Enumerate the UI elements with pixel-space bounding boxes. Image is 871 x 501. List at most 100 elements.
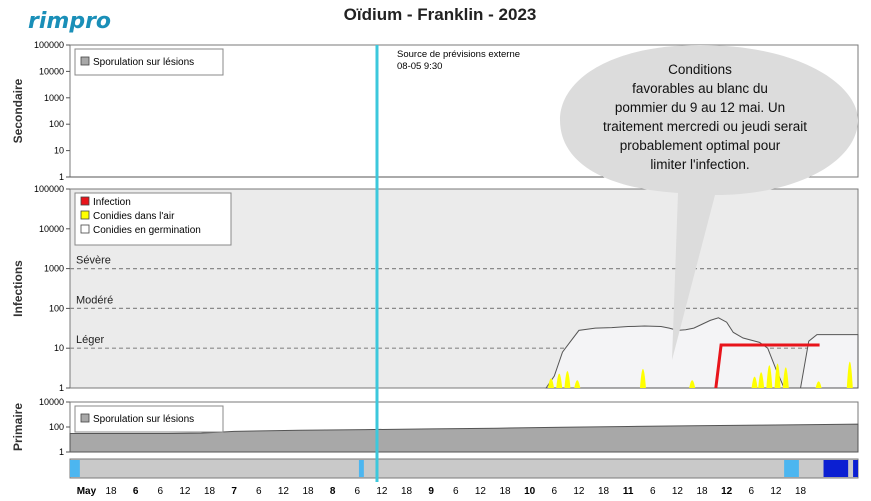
rimpro-logo: rimpro — [28, 9, 111, 34]
secondary-legend — [74, 48, 224, 76]
x-tick-label: 18 — [499, 486, 511, 497]
x-tick-label: 11 — [623, 486, 634, 497]
callout-line-4: traitement mercredi ou jeudi serait — [603, 119, 807, 134]
infections-legend-label: Infection — [93, 197, 131, 208]
secondary-ytick-label: 100 — [49, 119, 64, 129]
conidia-peak — [766, 365, 773, 388]
x-tick-label: 18 — [401, 486, 413, 497]
secondary-ytick-label: 10 — [54, 146, 64, 156]
x-tick-label: 12 — [278, 486, 290, 497]
x-tick-label: 6 — [749, 486, 755, 497]
callout-line-1: Conditions — [668, 62, 732, 77]
x-tick-label: 9 — [428, 486, 434, 497]
severity-label: Modéré — [76, 294, 113, 306]
secondary-ytick-label: 100000 — [34, 40, 64, 50]
chart-title: Oïdium - Franklin - 2023 — [344, 5, 537, 24]
x-tick-label: 18 — [204, 486, 216, 497]
primary-sporulation-area — [69, 423, 859, 453]
forecast-source-label: Source de prévisions externe — [397, 49, 520, 60]
x-tick-label: 18 — [696, 486, 708, 497]
callout-line-6: limiter l'infection. — [650, 157, 749, 172]
conidia-peak — [548, 378, 555, 388]
secondary-ytick-label: 10000 — [39, 66, 64, 76]
x-tick-label: 6 — [650, 486, 656, 497]
primary-legend — [74, 405, 224, 433]
severity-label: Sévère — [76, 255, 111, 267]
conidia-peak — [782, 367, 789, 388]
severity-label: Léger — [76, 334, 104, 346]
status-segment — [70, 460, 80, 477]
callout-line-3: pommier du 9 au 12 mai. Un — [615, 100, 785, 115]
x-tick-label: 6 — [453, 486, 459, 497]
infections-legend-swatch — [80, 210, 90, 220]
primary-ytick-label: 1 — [59, 447, 64, 457]
conidia-peak — [815, 381, 822, 388]
status-segment — [853, 460, 858, 477]
conidia-peak — [751, 376, 758, 388]
x-tick-label: 18 — [302, 486, 314, 497]
conidia-peak — [574, 380, 581, 388]
x-axis: May 18 6 6 12 18 7 6 12 18 8 6 12 18 9 6 12 18 10 6 12 18 11 6 1… — [77, 486, 807, 497]
infections-ylabel: Infections — [11, 260, 25, 317]
x-tick-label: 7 — [231, 486, 237, 497]
status-segment — [784, 460, 799, 477]
x-tick-label: 6 — [552, 486, 558, 497]
primary-panel: 10000 100 1 Primaire Sporulation sur lésions — [11, 397, 859, 457]
conidia-peak — [774, 363, 781, 388]
infections-legend-label: Conidies en germination — [93, 225, 201, 236]
secondary-ytick-label: 1000 — [44, 93, 64, 103]
x-tick-label: 18 — [105, 486, 117, 497]
primary-legend-swatch — [80, 413, 90, 423]
x-tick-label: 12 — [475, 486, 487, 497]
x-tick-label: 8 — [330, 486, 336, 497]
infections-legend-swatch — [80, 196, 90, 206]
conidia-peak — [846, 361, 853, 388]
primary-ytick-label: 100 — [49, 422, 64, 432]
x-tick-label: 12 — [573, 486, 585, 497]
x-tick-label: 18 — [598, 486, 610, 497]
infections-legend-swatch — [80, 224, 90, 234]
x-tick-label: 6 — [158, 486, 164, 497]
callout-line-2: favorables au blanc du — [632, 81, 768, 96]
x-tick-label: 12 — [672, 486, 684, 497]
x-tick-label: 12 — [179, 486, 191, 497]
secondary-legend-swatch — [80, 56, 90, 66]
infections-ytick-label: 10 — [54, 343, 64, 353]
germination-area — [545, 317, 859, 389]
callout-bubble — [560, 45, 858, 360]
infections-legend-label: Conidies dans l'air — [93, 211, 175, 222]
callout-line-5: probablement optimal pour — [620, 138, 781, 153]
x-tick-label: 6 — [355, 486, 361, 497]
x-tick-label: 12 — [721, 486, 733, 497]
x-tick-label: 6 — [256, 486, 262, 497]
x-tick-label: 6 — [133, 486, 139, 497]
infections-ytick-label: 1 — [59, 383, 64, 393]
infections-ytick-label: 100000 — [34, 184, 64, 194]
status-bar — [69, 458, 859, 479]
infections-ytick-label: 100 — [49, 303, 64, 313]
status-bar-background — [69, 458, 859, 479]
secondary-ylabel: Secondaire — [11, 78, 25, 143]
primary-ytick-label: 10000 — [39, 397, 64, 407]
status-segment — [358, 460, 364, 477]
conidia-peak — [564, 371, 571, 388]
primary-ylabel: Primaire — [11, 403, 25, 451]
conidia-peak — [758, 372, 765, 388]
x-tick-label: 12 — [376, 486, 388, 497]
annotation-callout: Conditions favorables au blanc du pommie… — [560, 45, 858, 360]
conidia-peak — [639, 368, 646, 388]
conidia-peak — [689, 380, 696, 388]
conidia-peak — [556, 373, 563, 388]
x-tick-label: 18 — [795, 486, 807, 497]
forecast-date-label: 08-05 9:30 — [397, 61, 442, 72]
secondary-ytick-label: 1 — [59, 172, 64, 182]
secondary-legend-label: Sporulation sur lésions — [93, 57, 194, 68]
x-tick-label: 12 — [770, 486, 782, 497]
infection-line — [714, 343, 820, 389]
x-tick-label: 10 — [524, 486, 536, 497]
x-tick-label: May — [77, 486, 97, 497]
primary-legend-label: Sporulation sur lésions — [93, 414, 194, 425]
infections-panel: 100000 10000 1000 100 10 1 Infections Sévère Mod… — [11, 184, 859, 393]
infections-legend — [74, 192, 232, 246]
